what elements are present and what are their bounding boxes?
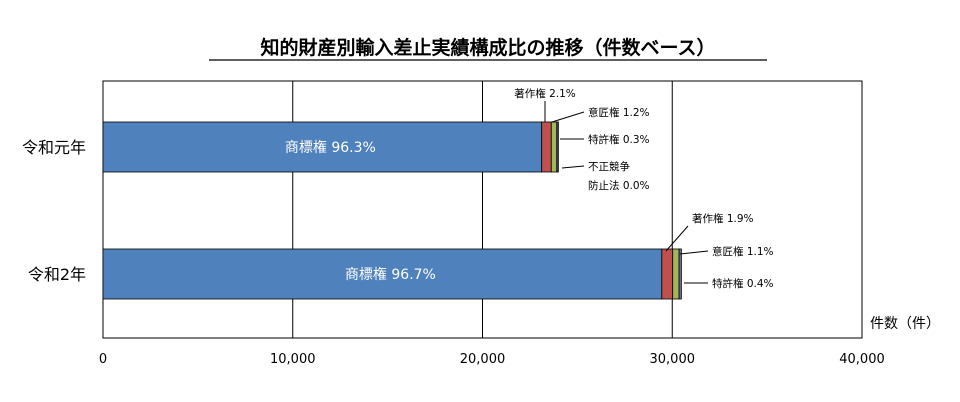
bar-segment: [678, 248, 682, 300]
unit-label: 件数（件）: [870, 316, 940, 332]
x-tick-label: 0: [99, 352, 107, 367]
annotation-label: 意匠権 1.1%: [712, 245, 774, 258]
annotation-label: 防止法 0.0%: [588, 179, 650, 192]
bar-segment: [661, 248, 674, 300]
annotation-label: 意匠権 1.2%: [588, 106, 650, 119]
chart-title: 知的財産別輸入差止実績構成比の推移（件数ベース）: [260, 36, 715, 59]
category-label: 令和2年: [28, 265, 86, 284]
annotation-leader: [551, 111, 585, 123]
plot-area: 0 10,000 20,000 30,000 40,000 令和元年 商標権 96.3% 令和…: [22, 80, 885, 367]
bar-segment: [102, 121, 543, 173]
annotation-leader: [665, 225, 689, 252]
annotation-label: 著作権 2.1%: [514, 87, 576, 100]
annotation-label: 特許権 0.4%: [712, 277, 774, 290]
annotation-label: 著作権 1.9%: [692, 212, 754, 225]
category-label: 令和元年: [22, 138, 86, 157]
annotation-label: 不正競争: [588, 160, 630, 173]
annotation-leader: [679, 250, 709, 255]
bar-segment: [550, 121, 558, 173]
bar-label: 商標権 96.7%: [345, 266, 436, 283]
x-tick-label: 40,000: [839, 352, 885, 367]
annotation-leader: [561, 165, 585, 169]
bar-segment: [541, 121, 552, 173]
x-tick-label: 10,000: [270, 352, 316, 367]
annotation-label: 特許権 0.3%: [588, 133, 650, 146]
bar-label: 商標権 96.3%: [285, 139, 376, 156]
x-tick-label: 30,000: [650, 352, 696, 367]
bar-segment: [102, 248, 663, 300]
bar-segment: [672, 248, 680, 300]
x-tick-label: 20,000: [460, 352, 506, 367]
